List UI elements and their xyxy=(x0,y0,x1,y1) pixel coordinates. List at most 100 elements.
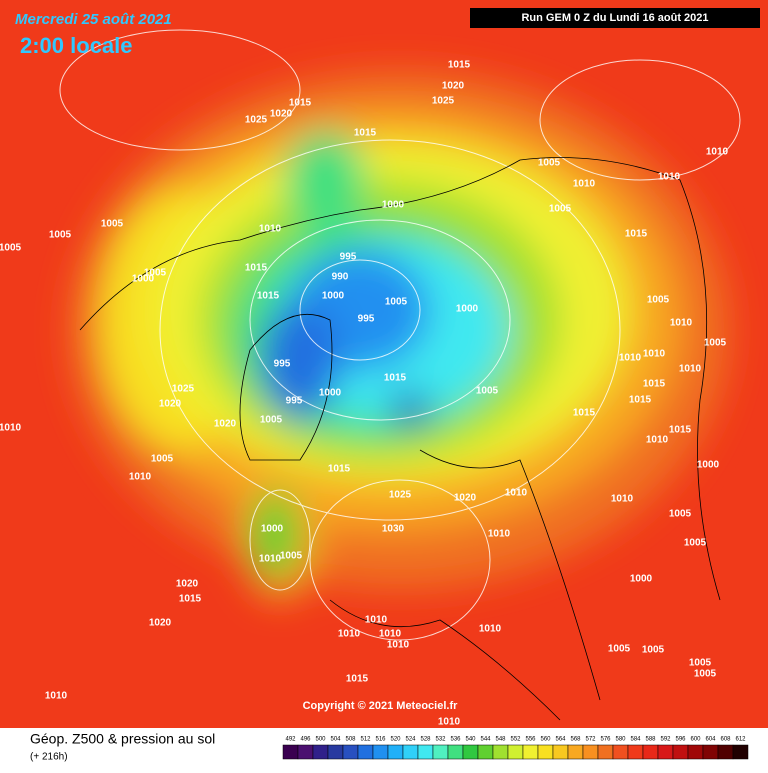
pressure-label: 1000 xyxy=(456,304,479,315)
pressure-label: 1010 xyxy=(379,629,402,640)
scale-swatch xyxy=(552,744,569,760)
scale-label: 492 xyxy=(285,737,296,743)
pressure-label: 995 xyxy=(340,252,357,263)
scale-label: 500 xyxy=(315,737,326,743)
scale-swatch xyxy=(567,744,584,760)
pressure-label: 1010 xyxy=(505,488,528,499)
scale-label: 584 xyxy=(630,737,641,743)
scale-label: 504 xyxy=(330,737,341,743)
pressure-label: 1005 xyxy=(144,268,167,279)
scale-label: 576 xyxy=(600,737,611,743)
pressure-label: 1005 xyxy=(476,386,499,397)
pressure-label: 1005 xyxy=(0,243,22,254)
pressure-label: 1015 xyxy=(669,425,692,436)
pressure-label: 1010 xyxy=(45,691,68,702)
scale-label: 600 xyxy=(690,737,701,743)
pressure-label: 1015 xyxy=(354,128,377,139)
pressure-label: 1000 xyxy=(261,524,284,535)
pressure-label: 1010 xyxy=(611,494,634,505)
scale-label: 564 xyxy=(555,737,566,743)
scale-label: 508 xyxy=(345,737,356,743)
pressure-label: 1010 xyxy=(488,529,511,540)
pressure-label: 1010 xyxy=(706,147,729,158)
scale-label: 532 xyxy=(435,737,446,743)
pressure-label: 1015 xyxy=(448,60,471,71)
pressure-label: 1025 xyxy=(245,115,268,126)
pressure-label: 1005 xyxy=(647,295,670,306)
pressure-label: 1015 xyxy=(643,379,666,390)
pressure-label: 1005 xyxy=(684,538,707,549)
pressure-label: 1005 xyxy=(101,219,124,230)
scale-swatch xyxy=(642,744,659,760)
scale-swatch xyxy=(537,744,554,760)
pressure-label: 1000 xyxy=(697,460,720,471)
pressure-label: 1005 xyxy=(549,204,572,215)
pressure-label: 1010 xyxy=(387,640,410,651)
scale-label: 568 xyxy=(570,737,581,743)
scale-label: 608 xyxy=(720,737,731,743)
scale-swatch xyxy=(372,744,389,760)
scale-swatch xyxy=(492,744,509,760)
pressure-label: 1015 xyxy=(573,408,596,419)
scale-swatch xyxy=(507,744,524,760)
scale-swatch xyxy=(447,744,464,760)
pressure-label: 1010 xyxy=(259,554,282,565)
scale-swatch xyxy=(672,744,689,760)
pressure-label: 1010 xyxy=(658,172,681,183)
scale-swatch xyxy=(282,744,299,760)
pressure-label: 1010 xyxy=(573,179,596,190)
scale-label: 520 xyxy=(390,737,401,743)
pressure-label: 1010 xyxy=(670,318,693,329)
pressure-label: 1025 xyxy=(432,96,455,107)
scale-label: 556 xyxy=(525,737,536,743)
pressure-label: 1015 xyxy=(328,464,351,475)
lead-time: (+ 216h) xyxy=(30,752,68,763)
scale-label: 536 xyxy=(450,737,461,743)
pressure-label: 1010 xyxy=(679,364,702,375)
scale-label: 540 xyxy=(465,737,476,743)
pressure-label: 1005 xyxy=(260,415,283,426)
footer-title: Géop. Z500 & pression au sol xyxy=(30,731,215,747)
run-box xyxy=(470,8,760,28)
scale-label: 604 xyxy=(705,737,716,743)
pressure-label: 995 xyxy=(274,359,291,370)
pressure-label: 1025 xyxy=(172,384,195,395)
scale-swatch xyxy=(327,744,344,760)
scale-label: 596 xyxy=(675,737,686,743)
pressure-label: 1005 xyxy=(49,230,72,241)
pressure-label: 1005 xyxy=(704,338,727,349)
pressure-label: 1020 xyxy=(214,419,237,430)
pressure-label: 1015 xyxy=(629,395,652,406)
time-title: 2:00 locale xyxy=(20,33,133,58)
pressure-label: 1015 xyxy=(179,594,202,605)
scale-label: 512 xyxy=(360,737,371,743)
scale-swatch xyxy=(522,744,539,760)
pressure-label: 1020 xyxy=(159,399,182,410)
pressure-label: 1005 xyxy=(538,158,561,169)
scale-label: 612 xyxy=(735,737,746,743)
pressure-label: 1010 xyxy=(338,629,361,640)
pressure-label: 995 xyxy=(286,396,303,407)
scale-label: 592 xyxy=(660,737,671,743)
pressure-label: 990 xyxy=(332,272,349,283)
pressure-label: 1005 xyxy=(689,658,712,669)
coastlines xyxy=(79,157,721,721)
scale-label: 524 xyxy=(405,737,416,743)
pressure-label: 1020 xyxy=(149,618,172,629)
pressure-label: 1015 xyxy=(346,674,369,685)
pressure-label: 1005 xyxy=(385,297,408,308)
scale-swatch xyxy=(402,744,419,760)
pressure-label: 1010 xyxy=(643,349,666,360)
scale-swatch xyxy=(582,744,599,760)
pressure-label: 1005 xyxy=(642,645,665,656)
pressure-label: 995 xyxy=(358,314,375,325)
pressure-label: 1020 xyxy=(442,81,465,92)
scale-swatch xyxy=(597,744,614,760)
scale-swatch xyxy=(657,744,674,760)
isobars xyxy=(59,29,741,641)
pressure-label: 1010 xyxy=(129,472,152,483)
scale-swatch xyxy=(387,744,404,760)
geopotential-field xyxy=(70,70,730,600)
scale-label: 572 xyxy=(585,737,596,743)
